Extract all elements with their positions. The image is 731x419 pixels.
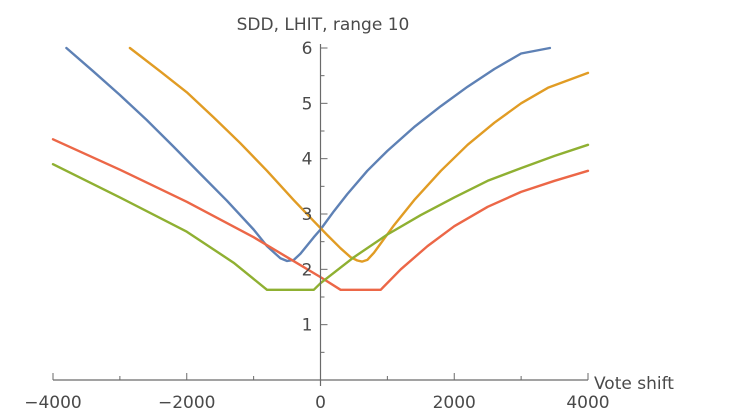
x-tick-label: −4000 (24, 393, 82, 413)
y-tick-label: 5 (302, 94, 313, 114)
series-layer (51, 46, 590, 291)
series-line-2 (128, 46, 590, 263)
series-line-1 (65, 46, 552, 263)
series-line-3 (51, 138, 590, 291)
x-axis-label: Vote shift (594, 374, 674, 394)
axes-layer: −4000 −2000 0 2000 4000 1 2 3 4 5 6 (24, 39, 609, 413)
y-tick-label: 3 (302, 205, 313, 225)
y-tick-label: 6 (302, 39, 313, 59)
x-tick-label: 2000 (433, 393, 476, 413)
x-tick-label: 0 (315, 393, 326, 413)
y-tick-label: 1 (302, 316, 313, 336)
y-tick-label: 4 (302, 150, 313, 170)
series-line-4 (51, 143, 590, 291)
chart-title: SDD, LHIT, range 10 (237, 15, 410, 35)
y-tick-label: 2 (302, 260, 313, 280)
x-tick-label: −2000 (158, 393, 216, 413)
x-tick-label: 4000 (566, 393, 609, 413)
